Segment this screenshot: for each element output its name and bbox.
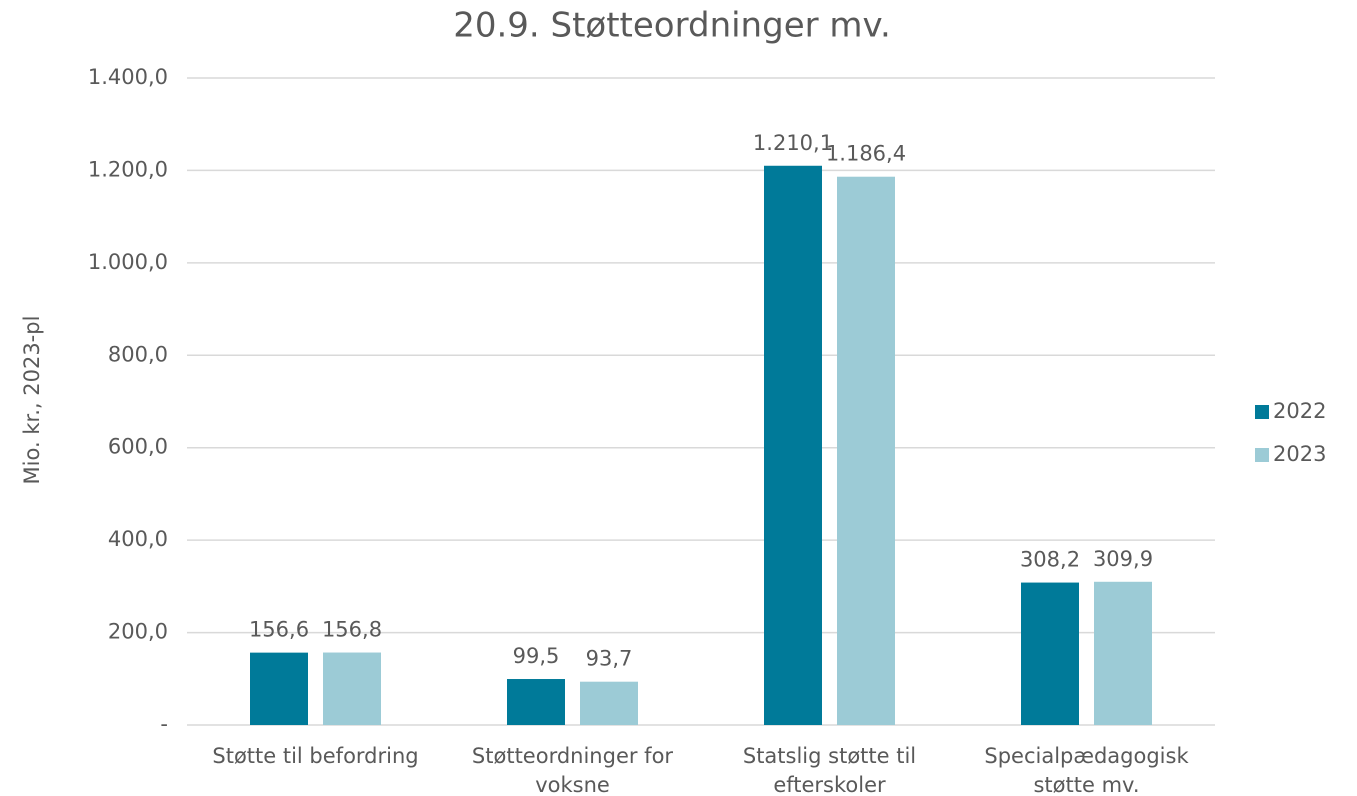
x-tick-label: Støtte til befordring — [212, 744, 418, 768]
data-label: 1.186,4 — [826, 142, 906, 166]
y-tick-label: 600,0 — [108, 435, 168, 459]
y-tick-label: 200,0 — [108, 620, 168, 644]
legend-label: 2022 — [1273, 399, 1326, 423]
legend-swatch — [1255, 405, 1269, 419]
data-label: 156,8 — [322, 618, 382, 642]
y-tick-label: - — [160, 712, 168, 736]
y-axis-label: Mio. kr., 2023-pl — [20, 316, 44, 485]
data-label: 93,7 — [586, 647, 633, 671]
y-tick-label: 1.000,0 — [88, 250, 168, 274]
data-label: 156,6 — [249, 618, 309, 642]
legend-swatch — [1255, 448, 1269, 462]
data-label: 1.210,1 — [753, 131, 833, 155]
data-label: 308,2 — [1020, 548, 1080, 572]
bar — [323, 652, 381, 725]
y-tick-label: 400,0 — [108, 527, 168, 551]
x-tick-label: Støtteordninger for voksne — [472, 744, 673, 796]
bar — [764, 165, 822, 725]
bar — [1021, 582, 1079, 725]
y-tick-label: 800,0 — [108, 342, 168, 366]
bar — [507, 679, 565, 725]
bar — [837, 176, 895, 725]
x-tick-label: Specialpædagogisk støtte mv. — [984, 744, 1189, 796]
chart-title: 20.9. Støtteordninger mv. — [453, 6, 891, 46]
y-tick-label: 1.400,0 — [88, 65, 168, 89]
x-tick-label: Statslig støtte til efterskoler — [743, 744, 916, 796]
bar — [250, 652, 308, 725]
data-label: 309,9 — [1093, 547, 1153, 571]
bar — [580, 681, 638, 725]
data-label: 99,5 — [513, 644, 560, 668]
legend-label: 2023 — [1273, 442, 1326, 466]
bar — [1094, 581, 1152, 725]
y-tick-label: 1.200,0 — [88, 157, 168, 181]
